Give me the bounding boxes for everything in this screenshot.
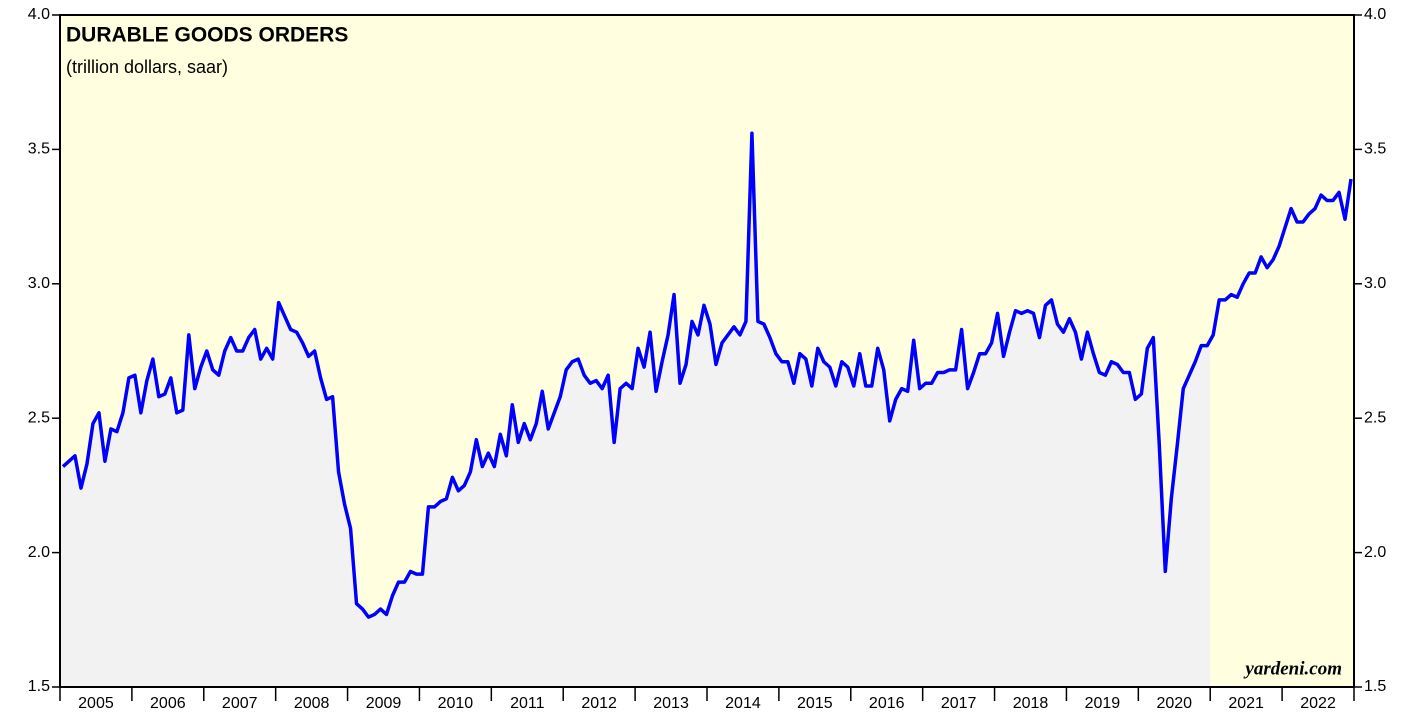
y2-tick-label: 3.5	[1364, 141, 1386, 158]
x-tick-label: 2011	[510, 695, 545, 712]
x-tick-label: 2022	[1300, 695, 1336, 712]
x-tick-label: 2018	[1013, 695, 1049, 712]
area-fill	[60, 133, 1211, 687]
y-tick-label: 3.5	[28, 141, 50, 158]
chart-title: DURABLE GOODS ORDERS	[66, 24, 348, 47]
x-tick-label: 2014	[725, 695, 761, 712]
y-tick-label: 4.0	[28, 6, 50, 23]
x-tick-label: 2009	[366, 695, 402, 712]
y2-tick-label: 4.0	[1364, 6, 1386, 23]
y-tick-label: 2.5	[28, 409, 50, 426]
y-tick-label: 2.0	[28, 544, 50, 561]
y-tick-label: 3.0	[28, 275, 50, 292]
x-tick-label: 2008	[294, 695, 330, 712]
line	[61, 131, 1353, 619]
x-tick-label: 2006	[150, 695, 186, 712]
x-tick-label: 2007	[222, 695, 258, 712]
y2-tick-label: 2.0	[1364, 544, 1386, 561]
x-tick-label: 2017	[941, 695, 977, 712]
y-tick-label: 1.5	[28, 678, 50, 695]
chart-subtitle: (trillion dollars, saar)	[66, 57, 228, 77]
y2-tick-label: 3.0	[1364, 275, 1386, 292]
x-tick-label: 2005	[78, 695, 114, 712]
x-tick-label: 2019	[1085, 695, 1121, 712]
y2-tick-label: 2.5	[1364, 409, 1386, 426]
x-tick-label: 2020	[1156, 695, 1192, 712]
x-tick-label: 2012	[581, 695, 617, 712]
x-tick-label: 2010	[438, 695, 474, 712]
x-tick-label: 2016	[869, 695, 905, 712]
credit: yardeni.com	[1243, 658, 1342, 679]
x-tick-label: 2013	[653, 695, 689, 712]
x-tick-label: 2021	[1228, 695, 1264, 712]
x-tick-label: 2015	[797, 695, 833, 712]
y2-tick-label: 1.5	[1364, 678, 1386, 695]
